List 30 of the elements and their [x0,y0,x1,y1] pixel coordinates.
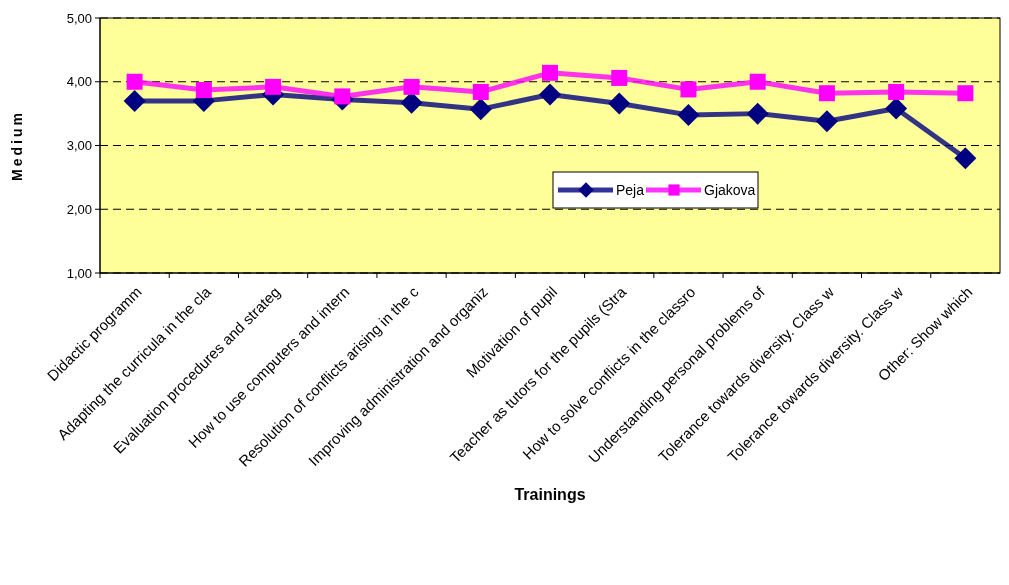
point [954,147,977,170]
point [403,78,420,95]
point [542,64,558,81]
point [608,92,631,115]
point [677,103,700,126]
y-tick-label: 4,00 [66,74,92,90]
point [539,83,561,106]
point [746,102,769,125]
point [957,85,974,102]
y-tick-label: 2,00 [66,201,92,217]
point [469,98,492,121]
point [126,73,143,90]
x-axis-title: Trainings [514,486,586,503]
point [265,78,282,95]
point [888,83,905,100]
y-tick-label: 1,00 [66,265,92,281]
point [815,110,838,133]
point [123,89,146,112]
point [885,97,908,120]
y-tick-label: 3,00 [66,138,92,154]
legend-label: Gjakova [704,181,756,198]
point [472,83,489,100]
point [611,69,628,86]
point [749,73,766,90]
y-tick-label: 5,00 [66,10,92,26]
point [195,82,212,99]
point [818,85,835,102]
y-axis-title: Medium [9,110,25,181]
point [680,81,697,98]
legend-label: Peja [616,181,645,198]
